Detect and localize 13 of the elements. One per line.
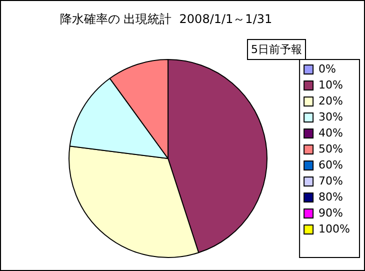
legend-title: 5日前予報 <box>247 39 306 60</box>
legend-label: 40% <box>318 126 344 140</box>
legend-label: 30% <box>318 110 344 124</box>
legend-label: 50% <box>318 142 344 156</box>
legend-label: 10% <box>318 78 344 92</box>
legend-label: 20% <box>318 94 344 108</box>
legend-label: 70% <box>318 174 344 188</box>
legend-label: 60% <box>318 158 344 172</box>
legend-label: 0% <box>318 62 336 76</box>
chart-title: 降水確率の 出現統計 2008/1/1～1/31 <box>58 11 274 28</box>
legend-label: 100% <box>318 222 350 236</box>
legend-label: 80% <box>318 190 344 204</box>
legend-label: 90% <box>318 206 344 220</box>
